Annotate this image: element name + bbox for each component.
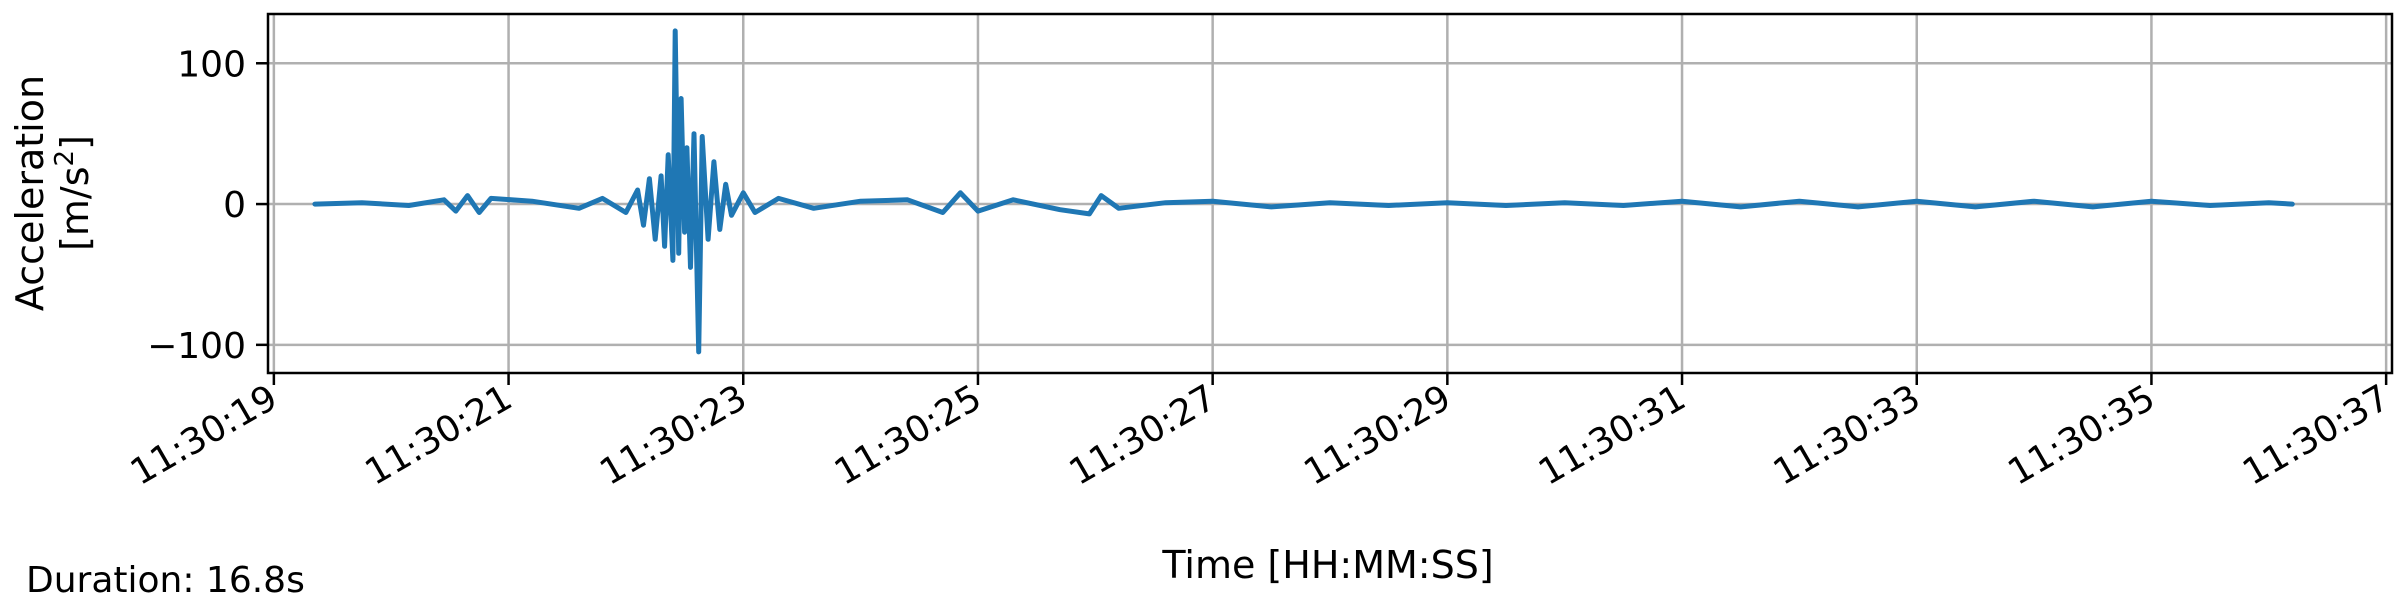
y-axis-label-unit: [m/s2] — [50, 135, 97, 251]
x-axis-ticks: 11:30:19 11:30:21 11:30:23 11:30:25 11:30:27… — [124, 373, 2397, 494]
x-tick-label: 11:30:19 — [124, 377, 285, 493]
y-tick-label: 100 — [177, 44, 246, 85]
y-axis-label-line1: Acceleration — [8, 75, 52, 311]
grid-lines — [268, 14, 2392, 373]
series-layer — [312, 28, 2295, 355]
series-line — [312, 28, 2295, 355]
duration-label: Duration: 16.8s — [26, 560, 305, 600]
x-tick-label: 11:30:21 — [359, 377, 520, 493]
x-tick-label: 11:30:35 — [2001, 377, 2162, 493]
x-tick-label: 11:30:27 — [1063, 377, 1224, 493]
x-tick-label: 11:30:23 — [593, 377, 754, 493]
x-tick-label: 11:30:33 — [1767, 377, 1928, 493]
x-tick-label: 11:30:37 — [2236, 377, 2397, 493]
y-tick-label: −100 — [147, 326, 246, 367]
y-axis-ticks: −100 0 100 — [147, 44, 268, 367]
x-tick-label: 11:30:31 — [1532, 377, 1693, 493]
y-axis-unit-suffix: ] — [53, 135, 97, 150]
y-axis-unit-exponent: 2 — [50, 150, 80, 167]
y-axis-unit-prefix: [m/s — [53, 166, 97, 250]
y-tick-label: 0 — [223, 185, 246, 226]
x-axis-label: Time [HH:MM:SS] — [1161, 543, 1493, 587]
plot-frame — [266, 12, 2394, 375]
x-tick-label: 11:30:29 — [1297, 377, 1458, 493]
x-tick-label: 11:30:25 — [828, 377, 989, 493]
